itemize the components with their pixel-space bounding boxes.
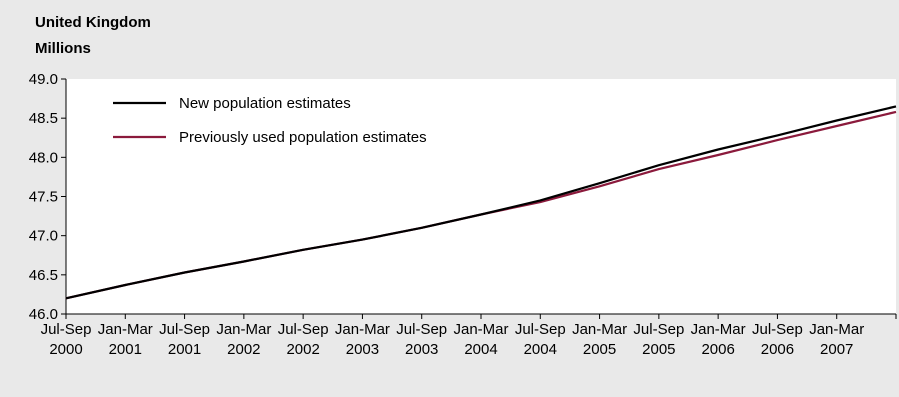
- chart-title: United Kingdom: [35, 14, 151, 31]
- y-tick-label: 49.0: [29, 71, 58, 88]
- x-tick-label-period: Jan-Mar: [809, 321, 864, 338]
- x-tick-label-year: 2001: [168, 341, 201, 358]
- x-tick-label-year: 2005: [642, 341, 675, 358]
- y-tick-label: 46.0: [29, 306, 58, 323]
- x-tick-label-year: 2004: [524, 341, 557, 358]
- x-tick-label-year: 2007: [820, 341, 853, 358]
- y-tick-label: 47.5: [29, 189, 58, 206]
- x-tick-label-period: Jan-Mar: [216, 321, 271, 338]
- x-tick-label-period: Jul-Sep: [633, 321, 684, 338]
- plot-background: [66, 79, 896, 314]
- x-tick-label-year: 2003: [346, 341, 379, 358]
- x-tick-label-year: 2006: [761, 341, 794, 358]
- x-tick-label-period: Jul-Sep: [396, 321, 447, 338]
- x-tick-label-period: Jul-Sep: [278, 321, 329, 338]
- x-tick-label-year: 2002: [227, 341, 260, 358]
- x-tick-label-year: 2004: [464, 341, 497, 358]
- x-tick-label-period: Jul-Sep: [752, 321, 803, 338]
- x-tick-label-period: Jul-Sep: [41, 321, 92, 338]
- x-tick-label-period: Jan-Mar: [691, 321, 746, 338]
- y-tick-label: 46.5: [29, 267, 58, 284]
- y-tick-label: 48.0: [29, 149, 58, 166]
- x-tick-label-year: 2001: [109, 341, 142, 358]
- legend-label-previous: Previously used population estimates: [179, 129, 427, 146]
- series-line-new-estimates: [65, 105, 897, 300]
- y-tick-label: 48.5: [29, 110, 58, 127]
- y-axis-unit-label: Millions: [35, 40, 91, 57]
- x-tick-label-year: 2000: [49, 341, 82, 358]
- x-tick-label-year: 2003: [405, 341, 438, 358]
- x-tick-label-year: 2005: [583, 341, 616, 358]
- x-tick-label-period: Jul-Sep: [515, 321, 566, 338]
- x-tick-label-period: Jan-Mar: [572, 321, 627, 338]
- y-tick-label: 47.0: [29, 228, 58, 245]
- x-tick-label-period: Jul-Sep: [159, 321, 210, 338]
- x-tick-label-period: Jan-Mar: [335, 321, 390, 338]
- x-tick-label-year: 2002: [286, 341, 319, 358]
- x-tick-label-period: Jan-Mar: [453, 321, 508, 338]
- x-tick-label-year: 2006: [701, 341, 734, 358]
- x-tick-label-period: Jan-Mar: [98, 321, 153, 338]
- legend-label-new: New population estimates: [179, 95, 351, 112]
